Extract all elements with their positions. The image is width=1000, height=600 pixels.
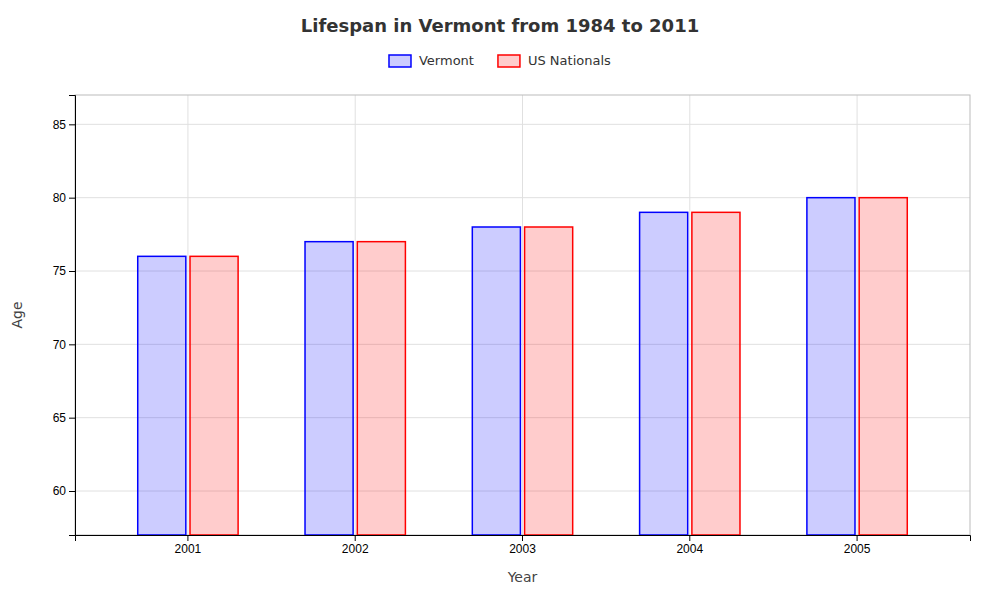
tick: 80 [53, 191, 75, 205]
tick-label: 2001 [175, 542, 202, 556]
tick: 2003 [509, 535, 536, 556]
x-axis-title: Year [507, 569, 538, 585]
bar [190, 256, 238, 535]
tick: 75 [53, 264, 75, 278]
tick-label: 60 [53, 484, 67, 498]
bar [525, 227, 573, 535]
tick-label: 2003 [509, 542, 536, 556]
legend-item: US Nationals [498, 53, 611, 68]
tick: 2005 [844, 535, 871, 556]
bar-series [138, 198, 855, 535]
tick-mark [69, 418, 75, 419]
legend-item: Vermont [389, 53, 474, 68]
tick-mark [689, 535, 690, 541]
plot-frame [75, 95, 970, 535]
title: Lifespan in Vermont from 1984 to 2011 [301, 15, 699, 36]
tick: 2001 [175, 535, 202, 556]
bar [357, 242, 405, 535]
tick-mark [522, 535, 523, 541]
tick-label: 75 [53, 264, 67, 278]
y-axis: 60 65 70 75 80 85 [53, 96, 76, 536]
grid-line [355, 95, 356, 535]
bar [807, 198, 855, 535]
tick: 65 [53, 411, 75, 425]
bar [859, 198, 907, 535]
x-axis: 2001 2002 2003 2004 2005 [76, 535, 971, 556]
y-axis-title: Age [9, 301, 25, 328]
tick-mark [857, 535, 858, 541]
legend-swatch [389, 55, 411, 67]
grid-line [187, 95, 188, 535]
tick-label: 80 [53, 191, 67, 205]
grid-line [857, 95, 858, 535]
tick-mark [69, 344, 75, 345]
tick-mark [69, 491, 75, 492]
tick-label: 2005 [844, 542, 871, 556]
tick: 2002 [342, 535, 369, 556]
tick-mark [69, 198, 75, 199]
bar [640, 212, 688, 535]
legend-label: Vermont [419, 53, 474, 68]
bar [305, 242, 353, 535]
legend: Vermont US Nationals [389, 53, 611, 68]
axis-line [76, 536, 971, 542]
tick-label: 65 [53, 411, 67, 425]
tick: 70 [53, 338, 75, 352]
legend-label: US Nationals [528, 53, 611, 68]
axis-line [69, 96, 76, 536]
legend-swatch [498, 55, 520, 67]
tick-label: 2004 [676, 542, 703, 556]
tick-label: 85 [53, 118, 67, 132]
bar [138, 256, 186, 535]
bars [138, 198, 908, 535]
plot: 2001 2002 2003 2004 2005 60 65 70 75 80 85 [53, 95, 971, 556]
grid-line [689, 95, 690, 535]
chart: 2001 2002 2003 2004 2005 60 65 70 75 80 85 Year Age L… [0, 0, 1000, 600]
tick: 60 [53, 484, 75, 498]
grid [75, 95, 970, 535]
tick: 2004 [676, 535, 703, 556]
bar [692, 212, 740, 535]
tick-mark [187, 535, 188, 541]
tick: 85 [53, 118, 75, 132]
bar [472, 227, 520, 535]
bar-series [190, 198, 907, 535]
tick-mark [69, 124, 75, 125]
tick-mark [69, 271, 75, 272]
grid-line [522, 95, 523, 535]
tick-label: 2002 [342, 542, 369, 556]
tick-mark [355, 535, 356, 541]
tick-label: 70 [53, 338, 67, 352]
